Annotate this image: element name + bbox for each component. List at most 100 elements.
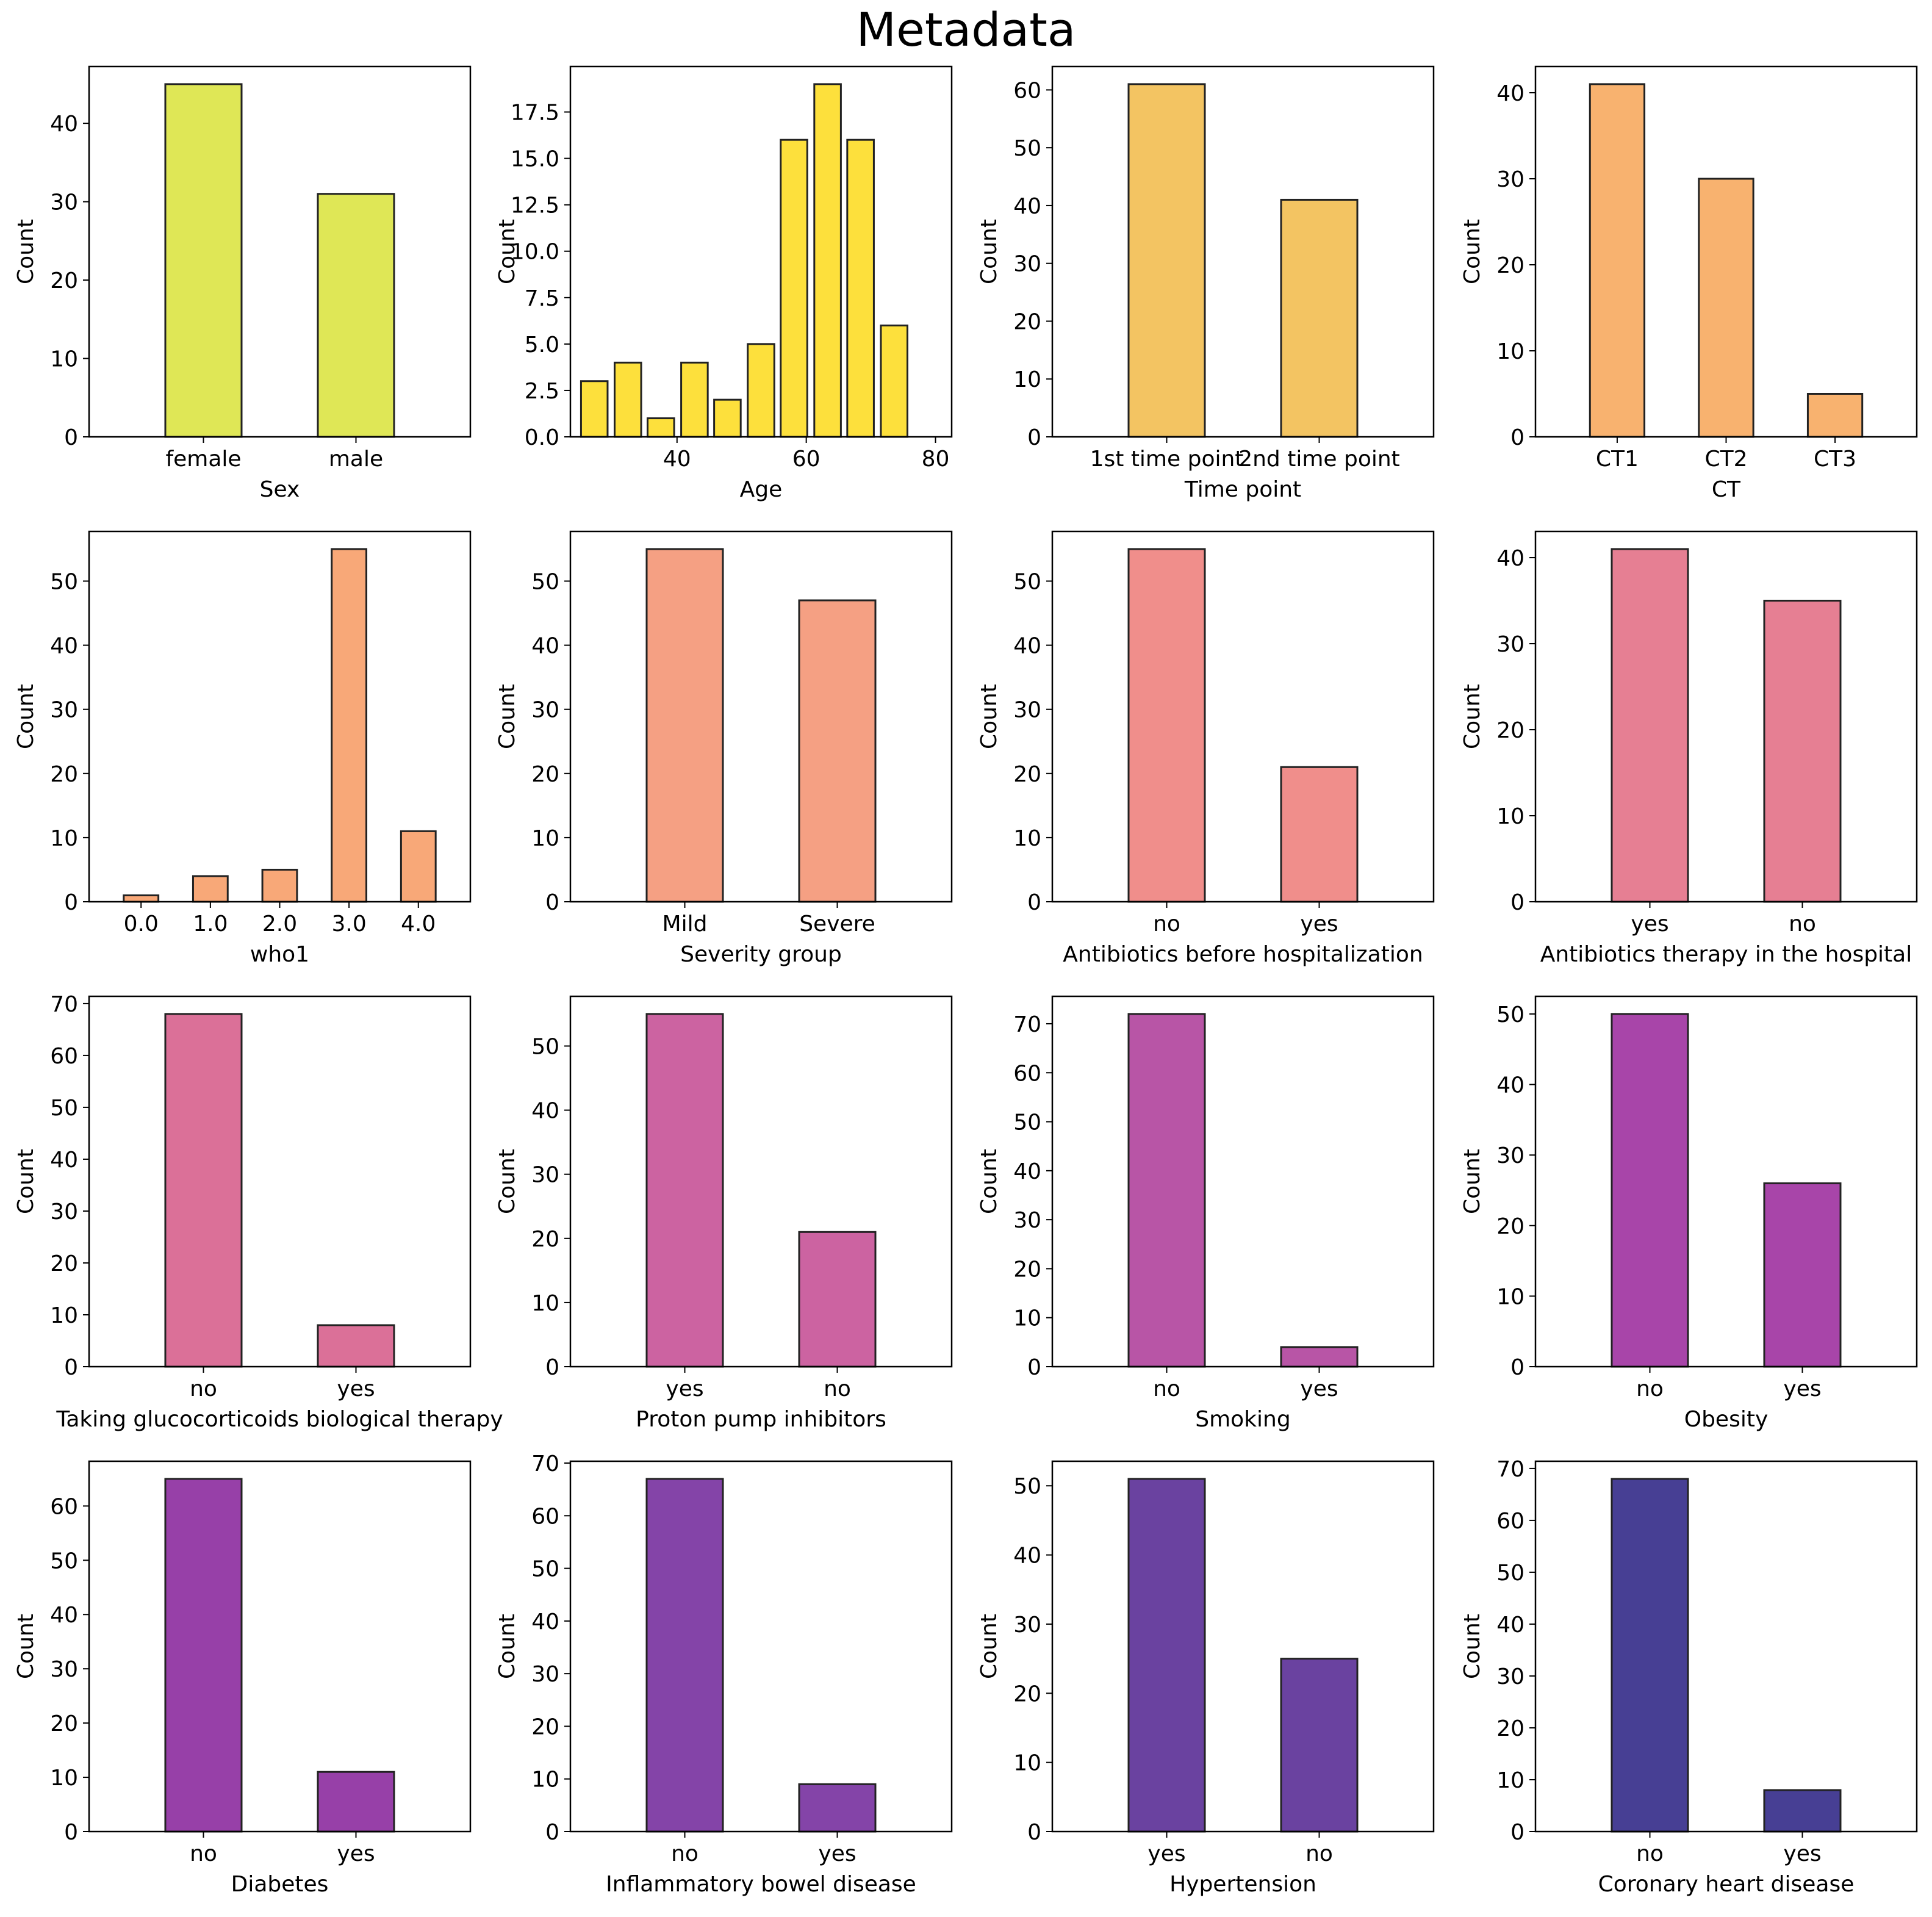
y-tick-label: 10 <box>50 1766 78 1791</box>
subplot-2: 40 60 80 0.0 2.5 5.0 7.5 10.0 12.5 15.0 17.5 Age Cou… <box>495 65 953 502</box>
y-tick-label: 10 <box>1496 1284 1524 1309</box>
y-tick-label: 30 <box>1496 1664 1524 1689</box>
y-tick-label: 50 <box>1496 1002 1524 1027</box>
bar <box>647 417 675 438</box>
y-axis-label: Count <box>1460 684 1485 749</box>
y-tick-label: 40 <box>1496 81 1524 106</box>
y-tick-label: 20 <box>50 1251 78 1276</box>
y-tick-label: 40 <box>1013 634 1041 659</box>
plot-frame <box>1534 1460 1918 1833</box>
y-tick-label: 50 <box>50 569 78 594</box>
y-tick-label: 12.5 <box>511 193 559 218</box>
y-axis-label: Count <box>495 219 520 284</box>
bar <box>1127 1013 1206 1368</box>
x-tick-label: CT2 <box>1704 447 1747 472</box>
x-axis-label: Time point <box>1184 477 1301 502</box>
subplot-12: no yes 0 10 20 30 40 50 Obesity Count <box>1460 995 1918 1432</box>
x-tick-label: 4.0 <box>401 912 436 937</box>
plot-frame <box>1051 1460 1435 1833</box>
x-tick-label: yes <box>1147 1841 1185 1866</box>
bar <box>1763 1789 1842 1833</box>
y-tick-label: 30 <box>1013 1613 1041 1638</box>
y-tick-label: 50 <box>1013 1474 1041 1499</box>
y-tick-label: 10 <box>50 826 78 851</box>
x-tick-label: no <box>190 1376 217 1401</box>
x-axis-label: Smoking <box>1195 1407 1290 1432</box>
subplot-4: CT1 CT2 CT3 0 10 20 30 40 CT Count <box>1460 65 1918 502</box>
plot-frame <box>88 995 472 1368</box>
y-tick-label: 20 <box>1013 1257 1041 1282</box>
subplot-9: no yes 0 10 20 30 40 50 60 70 Taking glucocorticoi… <box>13 992 503 1432</box>
subplot-10: yes no 0 10 20 30 40 50 Proton pump inhibitors Co… <box>495 995 953 1432</box>
y-tick-label: 40 <box>1013 194 1041 219</box>
x-tick-label: yes <box>1631 912 1668 937</box>
y-tick-label: 0 <box>1510 1820 1524 1845</box>
y-tick-label: 0 <box>64 1355 78 1380</box>
subplot-1: female male 0 10 20 30 40 Sex Count <box>13 65 472 502</box>
bar <box>331 548 368 903</box>
plot-frame <box>1534 995 1918 1368</box>
x-tick-label: yes <box>1300 1376 1338 1401</box>
y-tick-label: 30 <box>50 698 78 723</box>
bar <box>261 868 298 903</box>
y-tick-label: 50 <box>531 1034 559 1059</box>
y-tick-label: 60 <box>50 1044 78 1069</box>
y-tick-label: 40 <box>50 112 78 137</box>
y-tick-label: 20 <box>50 1711 78 1736</box>
x-tick-label: 1st time point <box>1090 447 1244 472</box>
bar <box>1280 766 1359 903</box>
y-tick-label: 30 <box>531 1662 559 1687</box>
y-tick-label: 10 <box>531 1768 559 1793</box>
bar <box>1611 548 1689 903</box>
y-tick-label: 40 <box>1496 546 1524 571</box>
bar <box>614 361 642 438</box>
y-tick-label: 0 <box>1510 1355 1524 1380</box>
plot-frame <box>88 530 472 903</box>
subplot-7: no yes 0 10 20 30 40 50 Antibiotics before hospi… <box>977 530 1435 967</box>
y-tick-label: 0 <box>64 890 78 915</box>
bar <box>813 83 842 438</box>
y-tick-label: 0 <box>1027 890 1041 915</box>
y-tick-label: 60 <box>1013 1061 1041 1086</box>
y-tick-label: 0 <box>545 890 559 915</box>
bar <box>164 1013 243 1368</box>
bar <box>1589 83 1646 438</box>
x-axis-label: CT <box>1712 477 1741 502</box>
x-tick-label: 2nd time point <box>1238 447 1400 472</box>
bar <box>192 875 229 903</box>
y-tick-label: 30 <box>1013 698 1041 723</box>
y-axis-label: Count <box>495 684 520 749</box>
y-tick-label: 10 <box>1496 1768 1524 1793</box>
y-tick-label: 30 <box>50 1199 78 1225</box>
y-tick-label: 7.5 <box>525 286 559 311</box>
subplot-8: yes no 0 10 20 30 40 Antibiotics therapy in the… <box>1460 530 1918 967</box>
plot-frame <box>1051 65 1435 438</box>
x-tick-label: yes <box>1783 1841 1821 1866</box>
y-tick-label: 20 <box>531 1227 559 1252</box>
plot-frame <box>569 65 953 438</box>
y-tick-label: 0 <box>1027 425 1041 450</box>
x-tick-label: 2.0 <box>262 912 297 937</box>
subplot-14: no yes 0 10 20 30 40 50 60 70 Inflammatory bowel d… <box>495 1451 953 1897</box>
y-tick-label: 50 <box>1013 1110 1041 1135</box>
y-tick-label: 70 <box>1013 1012 1041 1037</box>
y-tick-label: 60 <box>531 1504 559 1529</box>
plot-frame <box>569 530 953 903</box>
bar <box>1763 600 1842 903</box>
y-tick-label: 70 <box>1496 1457 1524 1482</box>
x-axis-label: Antibiotics before hospitalization <box>1063 942 1423 967</box>
y-tick-label: 40 <box>1496 1613 1524 1638</box>
y-tick-label: 10 <box>1496 804 1524 829</box>
x-tick-label: Mild <box>663 912 708 937</box>
subplot-6: Mild Severe 0 10 20 30 40 50 Severity group Count <box>495 530 953 967</box>
y-tick-label: 50 <box>1013 136 1041 161</box>
y-axis-label: Count <box>977 1614 1002 1679</box>
y-tick-label: 10 <box>1013 367 1041 392</box>
y-tick-label: 40 <box>1013 1159 1041 1184</box>
bar <box>123 894 160 903</box>
y-tick-label: 0 <box>1027 1820 1041 1845</box>
plot-frame <box>569 995 953 1368</box>
y-tick-label: 0 <box>545 1820 559 1845</box>
y-tick-label: 20 <box>531 762 559 787</box>
